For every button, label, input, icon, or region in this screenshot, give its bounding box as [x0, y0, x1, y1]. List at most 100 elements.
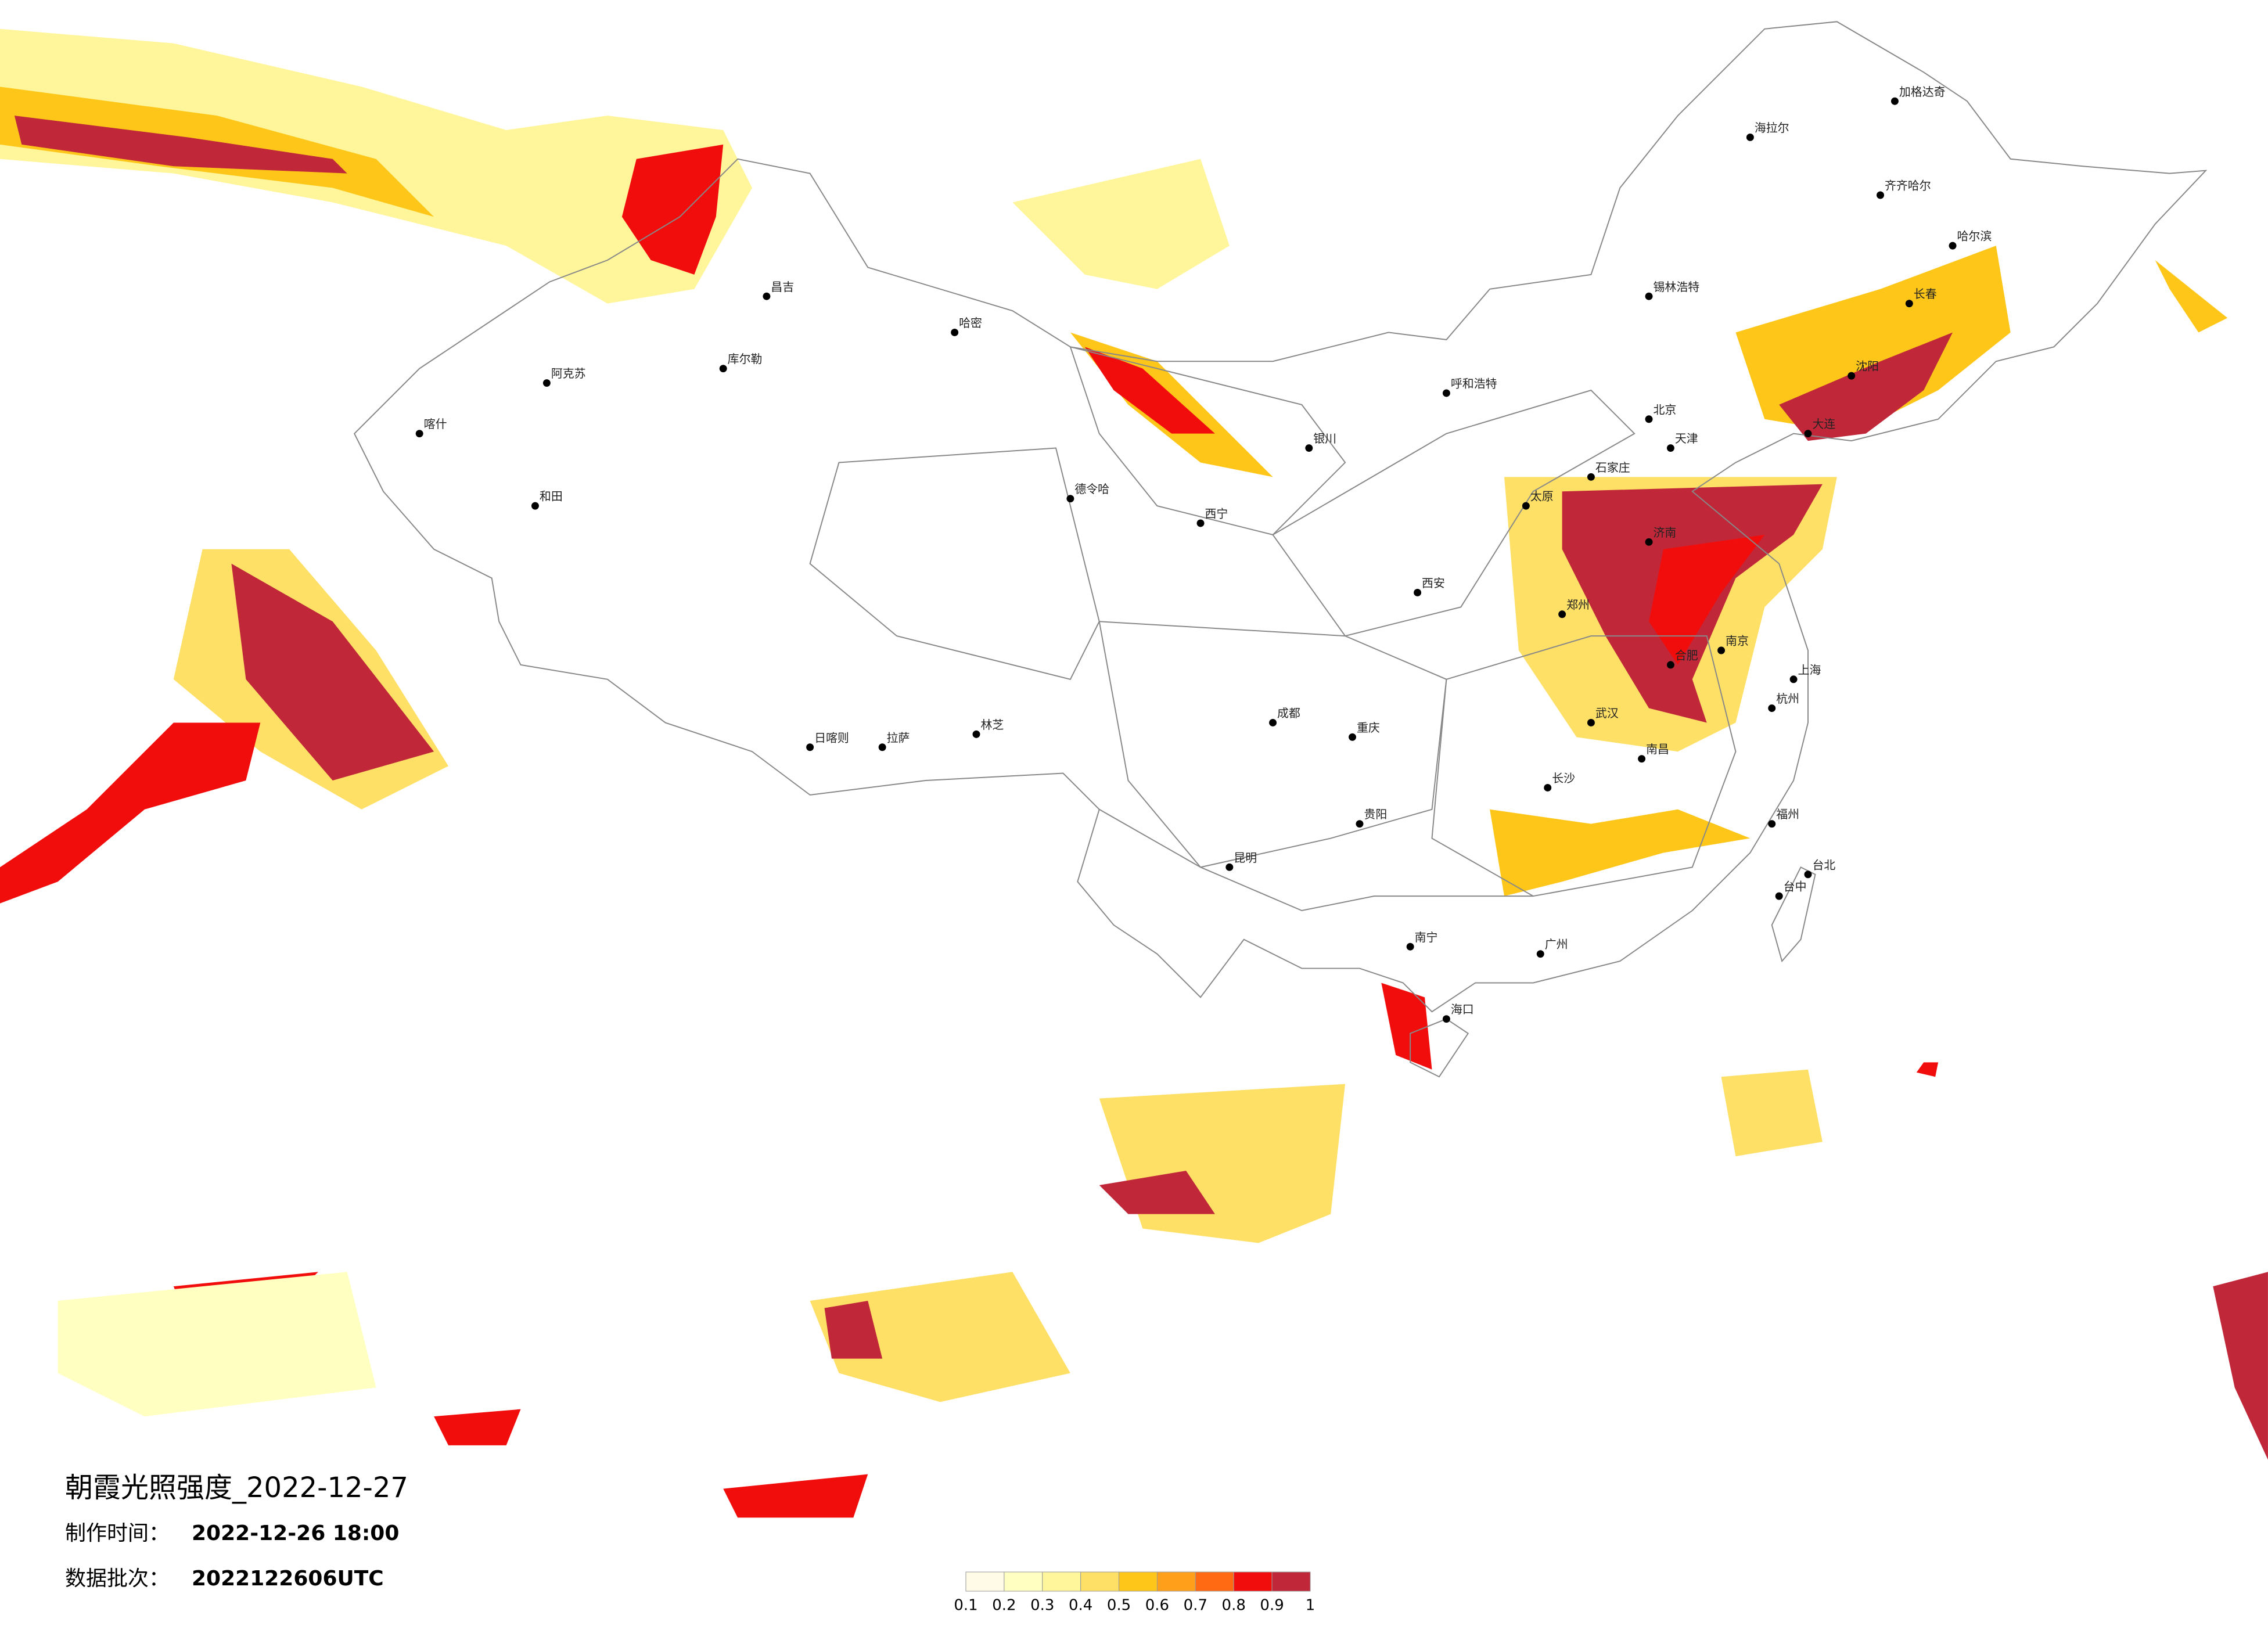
heat-field	[0, 28, 2268, 1518]
made-time-label: 制作时间：	[65, 1521, 170, 1545]
city-label: 拉萨	[887, 731, 910, 744]
city-label: 长春	[1914, 287, 1937, 301]
city-dot	[1775, 892, 1783, 900]
city-dot	[1645, 415, 1653, 423]
city-label: 大连	[1812, 418, 1835, 431]
city-dot	[951, 328, 959, 336]
colorbar-tick-label: 0.2	[992, 1597, 1016, 1614]
colorbar-swatch	[1156, 1571, 1196, 1592]
city-dot	[1587, 718, 1595, 726]
map-title: 朝霞光照强度_2022-12-27	[65, 1472, 408, 1504]
city-label: 海拉尔	[1755, 121, 1789, 135]
city-dot	[1804, 870, 1812, 879]
city-label: 上海	[1798, 663, 1821, 677]
city-dot	[1804, 430, 1812, 438]
city-label: 库尔勒	[728, 352, 763, 366]
city-dot	[1666, 444, 1674, 452]
city-dot	[415, 430, 423, 438]
city-label: 沈阳	[1856, 360, 1879, 373]
city-label: 昆明	[1234, 851, 1257, 865]
city-dot	[878, 743, 886, 751]
colorbar-swatch	[1004, 1571, 1043, 1592]
city-dot	[1544, 783, 1552, 792]
city-dot	[1349, 733, 1356, 741]
city-dot	[1356, 820, 1364, 828]
colorbar: 0.1 0.2 0.3 0.4 0.5 0.6 0.7 0.8 0.9 1	[954, 1571, 1315, 1614]
batch-value: 2022122606UTC	[192, 1567, 384, 1591]
city-label: 福州	[1776, 808, 1799, 821]
city-label: 海口	[1451, 1003, 1474, 1016]
city-dot	[972, 730, 980, 738]
batch-label: 数据批次：	[65, 1567, 170, 1591]
city-dot	[1746, 133, 1754, 141]
city-label: 呼和浩特	[1451, 377, 1497, 391]
city-label: 昌吉	[771, 280, 794, 294]
city-dot	[531, 502, 539, 510]
city-dot	[1789, 675, 1798, 684]
city-label: 阿克苏	[551, 367, 586, 380]
city-label: 加格达奇	[1899, 85, 1946, 99]
city-label: 南昌	[1646, 743, 1669, 756]
city-dot	[1305, 444, 1313, 452]
city-label: 武汉	[1595, 707, 1619, 720]
city-label: 锡林浩特	[1654, 280, 1700, 294]
city-label: 齐齐哈尔	[1885, 179, 1931, 193]
city-label: 和田	[540, 490, 563, 503]
city-label: 西安	[1422, 577, 1445, 590]
colorbar-tick-label: 0.9	[1260, 1597, 1284, 1614]
city-dot	[542, 379, 551, 387]
city-label: 北京	[1654, 403, 1677, 416]
city-dot	[1558, 610, 1566, 618]
city-dot	[1269, 718, 1277, 726]
colorbar-tick-label: 0.5	[1107, 1597, 1131, 1614]
city-label: 广州	[1545, 938, 1568, 951]
city-dot	[719, 365, 727, 373]
borders	[353, 21, 2208, 1078]
colorbar-tick-label: 0.7	[1184, 1597, 1207, 1614]
city-dot	[763, 292, 771, 300]
city-label: 石家庄	[1595, 461, 1630, 474]
city-label: 日喀则	[814, 731, 849, 744]
colorbar-swatch	[1195, 1571, 1234, 1592]
city-label: 贵阳	[1364, 808, 1387, 821]
city-dot	[1196, 519, 1205, 527]
colorbar-tick-label: 0.1	[954, 1597, 977, 1614]
city-label: 长沙	[1552, 772, 1575, 785]
city-dot	[1645, 292, 1653, 300]
colorbar-tick-label: 0.8	[1222, 1597, 1246, 1614]
made-time-value: 2022-12-26 18:00	[192, 1521, 399, 1545]
city-dot	[1645, 538, 1653, 546]
colorbar-swatch	[965, 1571, 1005, 1592]
city-dot	[1442, 389, 1450, 397]
city-label: 德令哈	[1074, 483, 1109, 496]
city-dot	[1949, 242, 1957, 250]
city-label: 济南	[1654, 526, 1677, 539]
colorbar-swatch	[1119, 1571, 1158, 1592]
city-dot	[1414, 588, 1422, 596]
colorbar-swatch	[1233, 1571, 1273, 1592]
city-dot	[1768, 820, 1776, 828]
city-label: 成都	[1277, 707, 1300, 720]
city-label: 郑州	[1566, 598, 1590, 611]
city-label: 林芝	[980, 718, 1004, 732]
colorbar-tick-label: 0.6	[1145, 1597, 1169, 1614]
city-dot	[806, 743, 814, 751]
city-label: 西宁	[1205, 508, 1228, 521]
city-label: 天津	[1675, 432, 1698, 445]
city-dot	[1066, 495, 1074, 503]
city-dot	[1536, 950, 1544, 958]
city-label: 台中	[1784, 880, 1807, 894]
city-dot	[1905, 300, 1913, 308]
colorbar-swatch	[1080, 1571, 1120, 1592]
city-label: 太原	[1530, 490, 1554, 503]
city-label: 哈密	[959, 316, 982, 330]
colorbar-swatch	[1271, 1571, 1311, 1592]
city-label: 喀什	[424, 418, 447, 431]
city-dot	[1848, 372, 1856, 380]
colorbar-tick-label: 0.4	[1069, 1597, 1092, 1614]
city-label: 南京	[1726, 635, 1749, 648]
